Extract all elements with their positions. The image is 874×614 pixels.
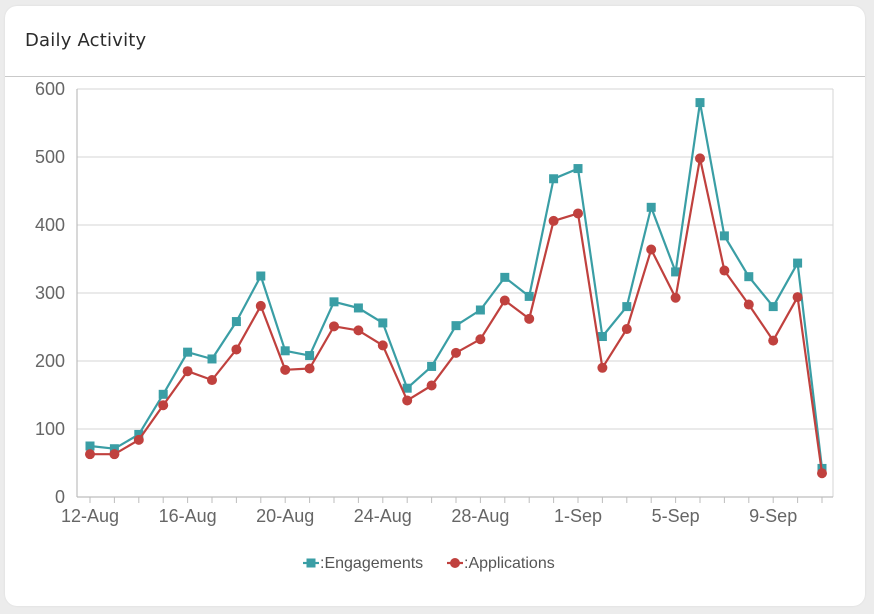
card-divider — [5, 76, 865, 77]
data-point[interactable] — [158, 400, 169, 411]
y-tick-label: 300 — [35, 283, 65, 303]
data-point[interactable] — [109, 444, 119, 454]
grid-lines — [77, 88, 834, 498]
data-point[interactable] — [256, 271, 266, 281]
y-tick-label: 600 — [35, 79, 65, 99]
data-point[interactable] — [671, 267, 681, 277]
data-point[interactable] — [280, 346, 290, 356]
data-point[interactable] — [85, 449, 95, 460]
daily-activity-card: Daily Activity — [5, 6, 865, 606]
x-tick-label: 20-Aug — [256, 506, 314, 526]
data-point[interactable] — [231, 344, 242, 355]
data-point[interactable] — [768, 302, 778, 312]
data-point[interactable] — [305, 351, 315, 361]
legend: :Engagements :Applications — [303, 555, 555, 572]
x-tick-label: 12-Aug — [61, 506, 119, 526]
data-point[interactable] — [573, 208, 583, 219]
card-title: Daily Activity — [25, 30, 147, 51]
data-point[interactable] — [670, 292, 681, 303]
data-point[interactable] — [426, 380, 437, 391]
data-point[interactable] — [207, 375, 217, 386]
data-point[interactable] — [377, 340, 388, 351]
data-point[interactable] — [573, 164, 583, 174]
data-point[interactable] — [207, 354, 217, 364]
data-point[interactable] — [622, 302, 632, 312]
x-tick-label: 9-Sep — [749, 506, 797, 526]
data-point[interactable] — [499, 295, 510, 306]
x-tick-label: 5-Sep — [652, 506, 700, 526]
data-point[interactable] — [182, 366, 193, 377]
data-point[interactable] — [768, 335, 779, 346]
data-point[interactable] — [524, 291, 534, 301]
series-line — [90, 157, 824, 474]
data-point[interactable] — [719, 231, 729, 241]
data-point[interactable] — [646, 202, 656, 212]
data-point[interactable] — [109, 449, 120, 460]
data-point[interactable] — [402, 395, 413, 406]
data-point[interactable] — [427, 361, 437, 371]
data-point[interactable] — [329, 297, 339, 307]
data-point[interactable] — [597, 362, 608, 373]
data-point[interactable] — [402, 383, 412, 393]
data-point[interactable] — [524, 313, 535, 324]
data-point[interactable] — [329, 321, 339, 332]
data-point[interactable] — [158, 389, 168, 399]
data-point[interactable] — [133, 434, 144, 445]
data-point[interactable] — [475, 334, 486, 345]
y-tick-label: 100 — [35, 419, 65, 439]
data-point[interactable] — [353, 303, 363, 313]
data-point[interactable] — [548, 215, 559, 226]
data-point[interactable] — [817, 468, 827, 479]
data-point[interactable] — [255, 300, 266, 311]
x-tick-label: 1-Sep — [554, 506, 602, 526]
axes: 0 100 200 300 400 500 600 12-Aug 16-Aug 20-Aug 24-… — [35, 79, 833, 526]
data-point[interactable] — [695, 153, 705, 164]
data-point[interactable] — [793, 258, 803, 268]
data-point[interactable] — [451, 321, 461, 331]
data-point[interactable] — [183, 347, 193, 357]
y-tick-label: 0 — [55, 487, 65, 507]
data-point[interactable] — [597, 332, 607, 342]
data-point[interactable] — [451, 347, 461, 358]
x-tick-label: 16-Aug — [159, 506, 217, 526]
data-point[interactable] — [719, 265, 730, 276]
data-point[interactable] — [475, 305, 485, 315]
data-point[interactable] — [134, 429, 144, 439]
x-tick-label: 28-Aug — [451, 506, 509, 526]
data-point[interactable] — [304, 363, 315, 374]
data-point[interactable] — [85, 441, 95, 451]
data-point[interactable] — [792, 292, 803, 303]
series-lines — [85, 98, 827, 479]
legend-label[interactable]: :Applications — [464, 555, 555, 572]
data-point[interactable] — [646, 244, 657, 255]
data-point[interactable] — [378, 318, 388, 328]
data-point[interactable] — [743, 299, 754, 310]
legend-circle-marker — [450, 558, 460, 568]
data-point[interactable] — [549, 174, 559, 184]
data-point[interactable] — [500, 272, 510, 282]
data-point[interactable] — [353, 325, 364, 336]
y-tick-label: 200 — [35, 351, 65, 371]
data-point[interactable] — [280, 364, 291, 375]
y-tick-label: 500 — [35, 147, 65, 167]
x-tick-label: 24-Aug — [354, 506, 412, 526]
legend-label[interactable]: :Engagements — [320, 555, 423, 572]
data-point[interactable] — [744, 272, 754, 282]
legend-square-marker — [306, 558, 316, 568]
data-point[interactable] — [231, 317, 241, 327]
y-tick-label: 400 — [35, 215, 65, 235]
data-point[interactable] — [695, 98, 705, 108]
data-point[interactable] — [621, 324, 632, 335]
